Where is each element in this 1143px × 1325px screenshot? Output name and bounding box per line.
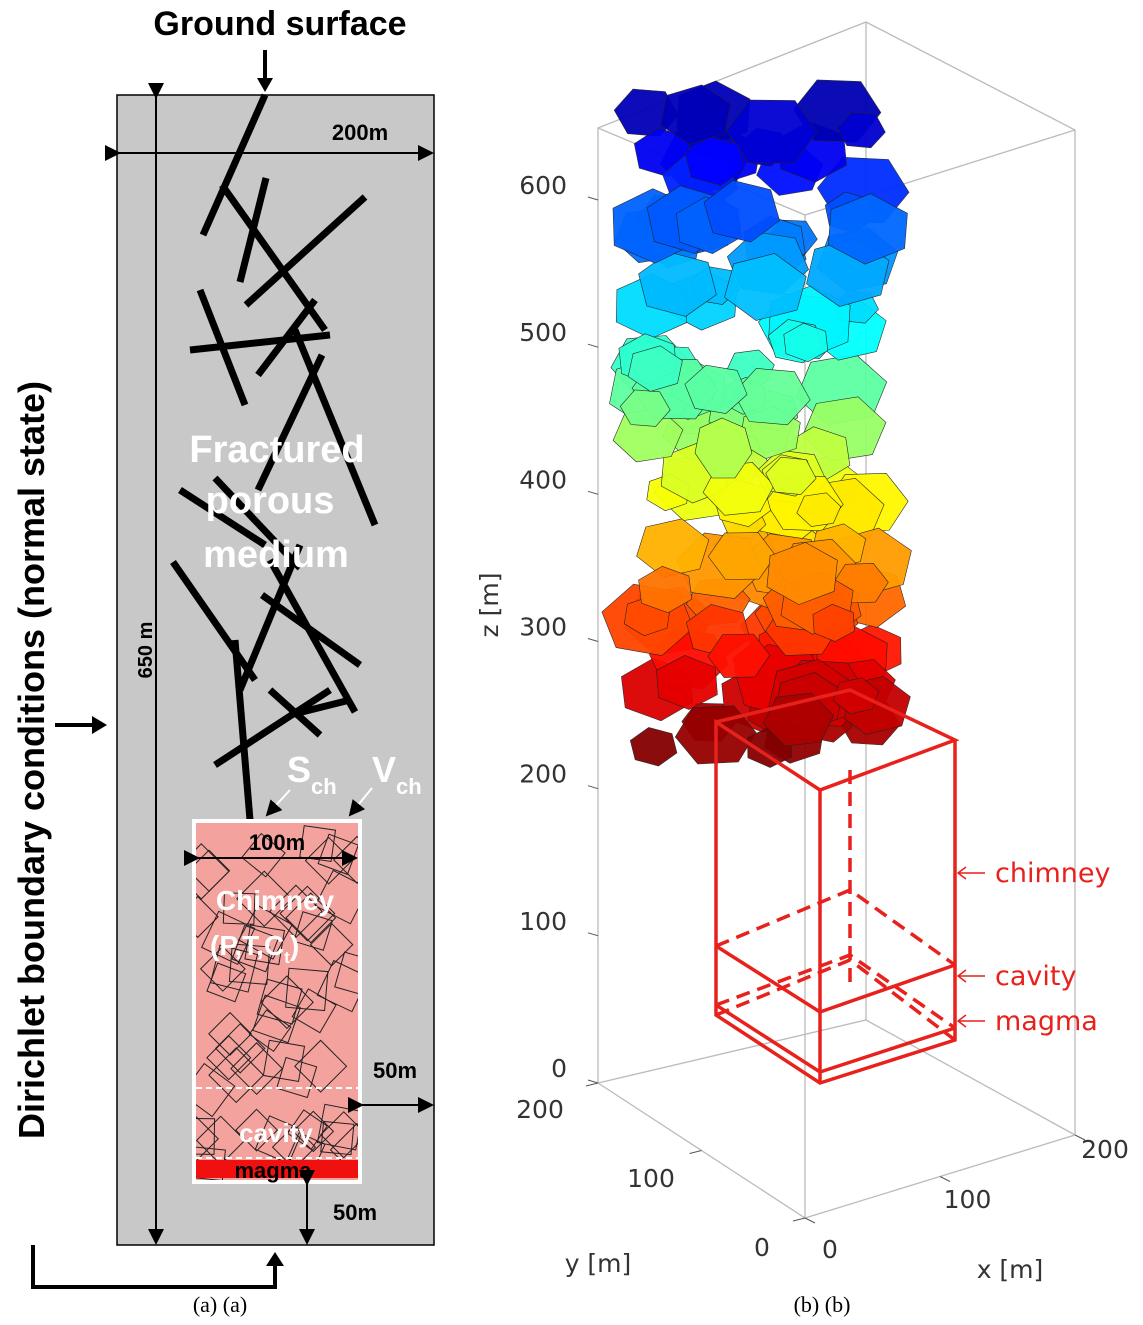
z-tick	[588, 197, 598, 200]
width-label: 200m	[332, 120, 388, 145]
z-tick	[588, 933, 598, 936]
z-tick	[588, 1080, 598, 1083]
panel-a: Ground surface 200m 650 m Dirichlet boun…	[11, 5, 434, 1317]
magma-label: magma	[234, 1158, 312, 1183]
x-tick	[940, 1177, 950, 1182]
surface-sub: ch	[311, 774, 337, 799]
fracture-disk	[630, 727, 677, 766]
caption: (b) (b)	[794, 1292, 851, 1317]
figure: Ground surface 200m 650 m Dirichlet boun…	[0, 0, 1143, 1325]
z-tick	[588, 344, 598, 347]
x-tick-label: 100	[944, 1185, 992, 1214]
side-gap-label: 50m	[373, 1058, 417, 1083]
bottom-gap-label: 50m	[333, 1200, 377, 1225]
cavity-label: cavity	[239, 1118, 313, 1148]
y-tick-label: 200	[516, 1095, 564, 1124]
magma-annotation: magma	[995, 1006, 1098, 1037]
chimney-label: Chimney	[216, 885, 335, 916]
z-tick-label: 200	[519, 760, 567, 789]
y-tick	[586, 1083, 598, 1086]
x-label: x [m]	[977, 1255, 1044, 1284]
z-tick	[588, 639, 598, 642]
z-tick-label: 100	[519, 907, 567, 936]
medium-line: porous	[206, 480, 335, 522]
y-tick-label: 0	[754, 1233, 770, 1262]
vars-close: )	[290, 930, 299, 961]
chimney-width-label: 100m	[249, 830, 305, 855]
volume-sub: ch	[396, 774, 422, 799]
y-tick	[690, 1151, 702, 1154]
fracture-disk	[637, 519, 709, 577]
y-tick-label: 100	[627, 1164, 675, 1193]
chimney-annotation: chimney	[995, 858, 1110, 889]
x-tick-label: 0	[822, 1235, 838, 1264]
x-tick	[805, 1218, 815, 1223]
z-tick-label: 500	[519, 318, 567, 347]
x-tick-label: 200	[1081, 1135, 1129, 1164]
volume-main: V	[372, 749, 396, 790]
medium-line: medium	[203, 534, 349, 576]
y-label: y [m]	[565, 1249, 632, 1278]
height-label: 650 m	[135, 622, 157, 679]
cavity-annotation: cavity	[995, 961, 1076, 992]
ground-label: Ground surface	[153, 5, 406, 43]
z-tick-label: 600	[519, 171, 567, 200]
z-tick	[588, 491, 598, 494]
z-tick	[588, 786, 598, 789]
z-label: z [m]	[475, 573, 504, 638]
boundary-label: Dirichlet boundary conditions (normal st…	[11, 381, 52, 1139]
medium-line: Fractured	[189, 429, 364, 471]
surface-main: S	[287, 749, 311, 790]
z-tick-label: 300	[519, 613, 567, 642]
fracture-cloud	[602, 80, 912, 768]
z-tick-label: 400	[519, 465, 567, 494]
y-tick	[793, 1218, 805, 1221]
annotations: chimney cavity magma	[958, 858, 1110, 1037]
z-tick-label: 0	[551, 1054, 567, 1083]
caption: (a) (a)	[193, 1292, 247, 1317]
panel-b: 010020030040050060001002000100200 z [m] …	[475, 22, 1129, 1317]
vars-main: (P,T,C	[210, 930, 284, 961]
